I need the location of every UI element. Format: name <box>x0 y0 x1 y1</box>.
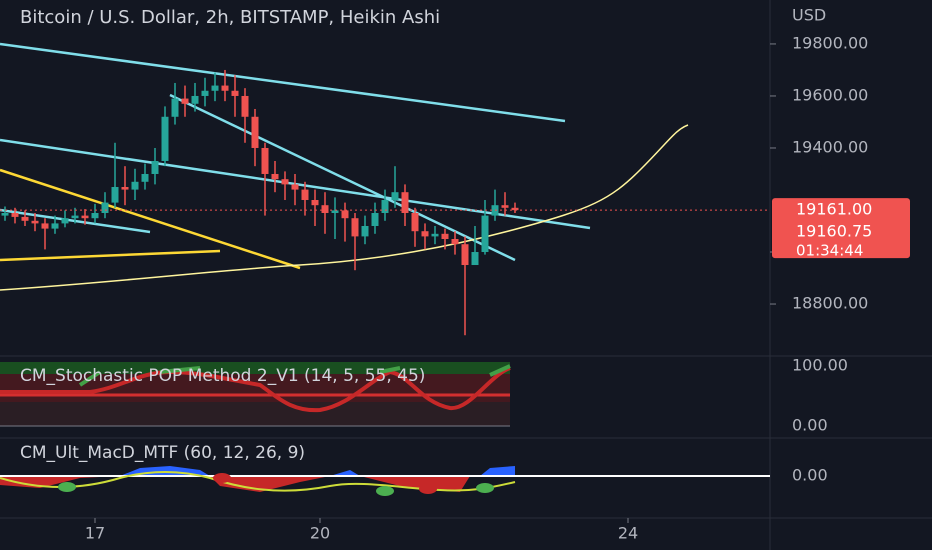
x-tick-label: 20 <box>310 524 330 543</box>
chart-title: Bitcoin / U.S. Dollar, 2h, BITSTAMP, Hei… <box>20 7 440 28</box>
candle-body <box>431 233 439 237</box>
moving-average <box>0 124 689 291</box>
trend-line <box>0 249 221 262</box>
currency-label: USD <box>792 6 826 25</box>
candle-body <box>261 147 269 174</box>
candle-body <box>351 218 359 237</box>
cross-dot <box>58 482 76 492</box>
candle-body <box>51 223 59 229</box>
candle-body <box>221 85 229 91</box>
candle-body <box>81 215 89 219</box>
candle-body <box>511 207 519 211</box>
candle-body <box>271 173 279 180</box>
candle-body <box>481 215 489 253</box>
cross-dot <box>419 484 437 494</box>
candle-body <box>31 220 39 224</box>
candle-body <box>301 189 309 200</box>
y-tick-label: 19400.00 <box>792 137 868 156</box>
candles <box>1 69 519 336</box>
x-tick-label: 17 <box>85 524 105 543</box>
y-tick-label: 19600.00 <box>792 85 868 104</box>
indicator-tick: 100.00 <box>792 356 848 375</box>
candle-body <box>291 184 299 190</box>
indicator-tick: 0.00 <box>792 416 828 435</box>
candle-body <box>281 179 289 185</box>
candle-body <box>131 181 139 190</box>
candle-body <box>421 231 429 237</box>
band <box>0 402 510 426</box>
candle-body <box>71 215 79 219</box>
stochastic-pane: CM_Stochastic POP Method 2_V1 (14, 5, 55… <box>0 356 848 435</box>
candle-body <box>201 90 209 96</box>
candle-body <box>331 210 339 213</box>
candle-body <box>251 116 259 148</box>
candle-body <box>11 213 19 217</box>
candle-body <box>361 226 369 237</box>
candle-body <box>461 244 469 266</box>
candle-body <box>141 173 149 182</box>
countdown: 01:34:44 <box>796 242 863 260</box>
trend-line <box>169 93 516 262</box>
y-tick-label: 19800.00 <box>792 33 868 52</box>
indicator-title: CM_Ult_MacD_MTF (60, 12, 26, 9) <box>20 443 305 463</box>
candle-body <box>441 233 449 240</box>
candle-body <box>411 213 419 232</box>
candle-body <box>341 210 349 219</box>
candle-body <box>231 90 239 96</box>
candle-body <box>111 186 119 203</box>
trend-line <box>0 168 301 270</box>
candle-body <box>311 199 319 206</box>
candle-body <box>211 85 219 91</box>
indicator-tick: 0.00 <box>792 466 828 485</box>
last-price-box <box>772 198 910 259</box>
candle-body <box>121 186 129 190</box>
candle-body <box>501 205 509 208</box>
cross-dot <box>476 483 494 493</box>
last-price-detail: 19160.75 <box>796 222 872 241</box>
candle-body <box>1 213 9 216</box>
candle-body <box>181 98 189 104</box>
trend-line <box>0 42 566 123</box>
y-tick-label: 18800.00 <box>792 294 868 313</box>
candle-body <box>161 116 169 161</box>
candle-body <box>241 95 249 117</box>
candle-body <box>381 199 389 213</box>
candle-body <box>401 192 409 213</box>
macd-pane: CM_Ult_MacD_MTF (60, 12, 26, 9) 0.00 <box>0 443 828 496</box>
cross-dot <box>376 486 394 496</box>
candle-body <box>471 252 479 266</box>
candle-body <box>91 213 99 219</box>
candle-body <box>391 192 399 200</box>
candle-body <box>151 160 159 174</box>
x-tick-label: 24 <box>618 524 638 543</box>
candle-body <box>171 98 179 117</box>
candle-body <box>21 216 29 221</box>
candle-body <box>41 223 49 229</box>
stochastic-line <box>78 364 511 387</box>
candle-body <box>101 202 109 213</box>
indicator-title: CM_Stochastic POP Method 2_V1 (14, 5, 55… <box>20 366 425 386</box>
last-price-label: 19161.00 <box>796 200 872 219</box>
candle-body <box>61 218 69 224</box>
cross-dot <box>213 473 231 483</box>
candle-body <box>191 95 199 104</box>
signal-line <box>0 471 516 492</box>
candle-body <box>321 205 329 213</box>
candle-body <box>371 213 379 227</box>
candle-body <box>451 239 459 245</box>
